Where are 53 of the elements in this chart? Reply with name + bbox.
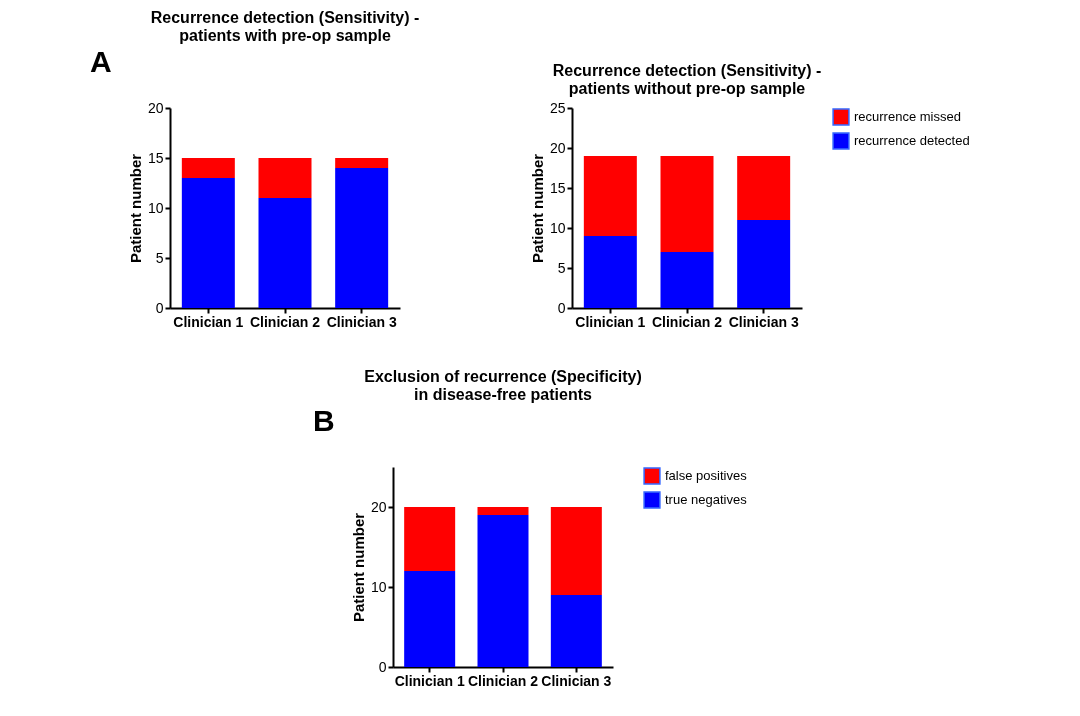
y-tick-label: 15: [549, 179, 566, 196]
y-tick-label: 5: [557, 259, 566, 276]
bar: [737, 220, 791, 308]
bar: [660, 156, 714, 252]
chart-title: Recurrence detection (Sensitivity) - patients with pre-op sample: [150, 9, 420, 44]
bar: [477, 507, 529, 515]
bar: [583, 236, 637, 308]
bar: [258, 198, 312, 308]
bar: [404, 507, 456, 571]
x-tick-label: Clinician 3: [326, 313, 397, 330]
y-tick-label: 10: [549, 219, 566, 236]
bar: [550, 595, 602, 667]
legend-label: false positives: [665, 468, 748, 483]
y-tick-label: 15: [147, 149, 164, 166]
y-tick-label: 20: [549, 139, 566, 156]
x-tick-label: Clinician 3: [541, 672, 612, 689]
y-tick-label: 5: [155, 249, 164, 266]
y-tick-label: 0: [378, 658, 387, 675]
bar: [181, 158, 235, 178]
y-tick-label: 0: [557, 299, 566, 316]
bar: [335, 168, 389, 308]
bar: [404, 571, 456, 667]
y-tick-label: 0: [155, 299, 164, 316]
text: B: [313, 404, 335, 437]
bar: [181, 178, 235, 308]
y-tick-label: 25: [549, 99, 566, 116]
y-axis-title: Patient number: [528, 153, 546, 264]
bar: [258, 158, 312, 198]
y-axis-title: Patient number: [349, 512, 367, 623]
y-axis-title: Patient number: [126, 153, 144, 264]
text: A: [90, 45, 112, 78]
x-tick-label: Clinician 2: [249, 313, 321, 330]
x-tick-label: Clinician 3: [728, 313, 799, 330]
y-tick-label: 10: [147, 199, 164, 216]
x-tick-label: Clinician 2: [467, 672, 539, 689]
x-tick-label: Clinician 1: [173, 313, 244, 330]
bar: [335, 158, 389, 168]
x-tick-label: Clinician 2: [651, 313, 723, 330]
chart-title: Recurrence detection (Sensitivity) - patients without pre-op sample: [552, 62, 822, 97]
x-tick-label: Clinician 1: [575, 313, 646, 330]
legend-label: recurrence missed: [854, 109, 961, 124]
x-tick-label: Clinician 1: [394, 672, 465, 689]
legend-label: true negatives: [665, 492, 748, 507]
legend-label: recurrence detected: [854, 133, 970, 148]
bar: [660, 252, 714, 308]
chart-title: Exclusion of recurrence (Specificity) in disease-free patients: [364, 368, 642, 403]
bar: [550, 507, 602, 595]
y-tick-label: 20: [147, 99, 164, 116]
y-tick-label: 10: [370, 578, 387, 595]
bar: [583, 156, 637, 236]
bar: [477, 515, 529, 667]
y-tick-label: 20: [370, 498, 387, 515]
bar: [737, 156, 791, 220]
